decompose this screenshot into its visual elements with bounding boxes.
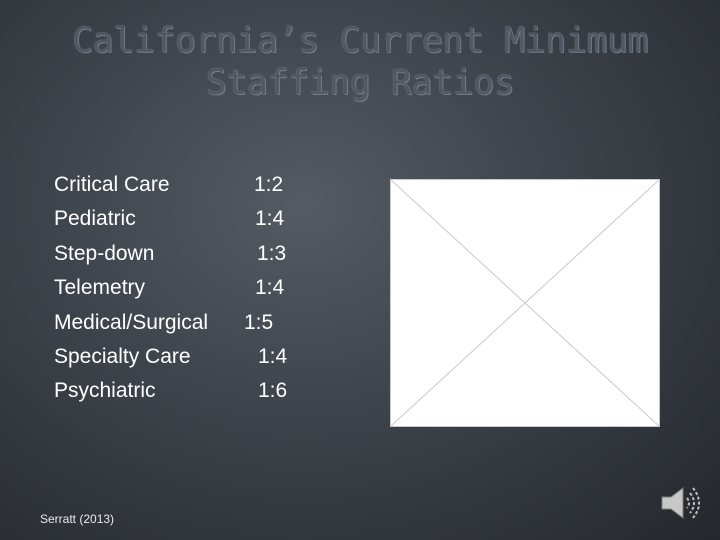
staffing-ratio-list: Critical Care 1:2 Pediatric 1:4 Step-dow… — [54, 168, 354, 409]
ratio-row-specialty-care: Specialty Care 1:4 — [54, 340, 354, 374]
ratio-row-step-down: Step-down 1:3 — [54, 237, 354, 271]
image-placeholder — [390, 179, 660, 427]
ratio-value: 1:4 — [258, 344, 288, 368]
unit-label: Telemetry — [54, 276, 146, 300]
slide-title-line-2: Staffing Ratios — [205, 63, 515, 103]
unit-label: Critical Care — [54, 173, 170, 196]
ratio-value: 1:3 — [257, 241, 287, 265]
slide-title-line-1: California’s Current Minimum — [71, 21, 649, 61]
unit-label: Psychiatric — [54, 379, 156, 403]
ratio-value: 1:6 — [258, 379, 288, 403]
unit-label: Pediatric — [54, 207, 136, 231]
ratio-value: 1:5 — [244, 310, 274, 334]
ratio-value: 1:4 — [255, 276, 285, 300]
ratio-row-psychiatric: Psychiatric 1:6 — [54, 374, 354, 408]
slide-title: California’s Current Minimum Staffing Ra… — [60, 20, 660, 104]
ratio-row-critical-care: Critical Care 1:2 — [54, 168, 354, 202]
unit-label: Medical/Surgical — [54, 310, 209, 334]
ratio-value: 1:2 — [254, 173, 284, 196]
ratio-row-pediatric: Pediatric 1:4 — [54, 202, 354, 236]
unit-label: Specialty Care — [54, 344, 191, 368]
ratio-row-medical-surgical: Medical/Surgical 1:5 — [54, 306, 354, 340]
missing-image-icon — [391, 180, 659, 426]
unit-label: Step-down — [54, 241, 155, 265]
speaker-icon[interactable] — [656, 478, 706, 528]
citation: Serratt (2013) — [40, 512, 115, 526]
ratio-value: 1:4 — [255, 207, 285, 231]
ratio-row-telemetry: Telemetry 1:4 — [54, 271, 354, 305]
